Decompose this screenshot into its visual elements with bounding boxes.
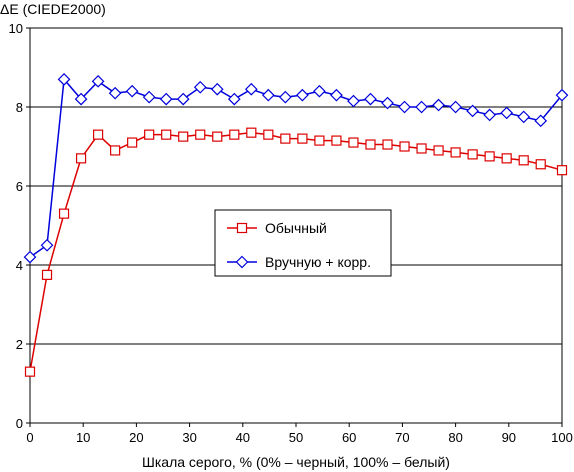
series-2 [23, 73, 569, 264]
x-tick-label: 40 [236, 430, 250, 445]
data-point [415, 100, 428, 114]
data-point [125, 84, 139, 98]
x-tick-label: 80 [448, 430, 462, 445]
legend-items: Обычный Вручную + корр. [227, 220, 371, 270]
y-tick-label: 6 [16, 179, 23, 194]
data-point [227, 92, 241, 106]
data-point [57, 73, 71, 86]
data-point [484, 151, 495, 162]
x-tick-label: 60 [342, 430, 356, 445]
data-point [556, 165, 568, 176]
data-point [127, 137, 138, 148]
data-point [500, 106, 514, 120]
data-point [449, 100, 462, 114]
data-point [483, 108, 496, 122]
data-point [534, 114, 548, 128]
y-tick-label: 4 [16, 258, 23, 273]
x-tick-label: 10 [76, 430, 90, 445]
data-point [347, 94, 360, 108]
data-point [399, 141, 410, 152]
data-point [178, 131, 189, 142]
data-point [142, 90, 156, 104]
data-point [330, 88, 343, 102]
data-point [210, 82, 224, 96]
data-point [280, 133, 291, 144]
data-point [246, 127, 257, 138]
data-point [364, 92, 377, 106]
data-point [24, 366, 36, 377]
data-point [212, 131, 223, 142]
data-point [279, 90, 292, 104]
data-point [517, 110, 531, 124]
data-point [110, 145, 121, 156]
data-point [161, 129, 172, 140]
series-layer [23, 73, 569, 377]
y-tick-label: 8 [16, 100, 23, 115]
data-point [144, 129, 155, 140]
y-axis-title: ΔE (CIEDE2000) [0, 1, 106, 17]
data-point [501, 153, 512, 164]
legend-marker [235, 255, 249, 269]
x-axis-ticks: 0 10 20 30 40 50 60 70 80 90 100 [26, 423, 573, 445]
data-point [23, 250, 37, 264]
x-tick-label: 20 [129, 430, 143, 445]
legend: Обычный Вручную + корр. [214, 209, 392, 277]
x-tick-label: 100 [551, 430, 573, 445]
x-tick-label: 90 [502, 430, 516, 445]
x-axis-title: Шкала серого, % (0% – черный, 100% – бел… [142, 454, 450, 470]
data-point [432, 98, 445, 112]
data-point [92, 129, 104, 140]
data-point [58, 208, 70, 219]
data-point [91, 74, 105, 88]
legend-item: Вручную + корр. [227, 254, 371, 270]
x-tick-label: 50 [289, 430, 303, 445]
data-point [108, 86, 122, 100]
x-tick-label: 70 [395, 430, 409, 445]
data-point [159, 92, 173, 106]
data-point [365, 139, 376, 150]
legend-label: Вручную + корр. [265, 254, 371, 270]
data-point [348, 137, 359, 148]
y-tick-label: 10 [9, 21, 23, 36]
y-axis-ticks: 0 2 4 6 8 10 [9, 21, 30, 431]
data-point [535, 159, 546, 170]
data-point [416, 143, 427, 154]
legend-label: Обычный [265, 220, 327, 236]
data-point [195, 129, 206, 140]
data-point [331, 135, 342, 146]
x-tick-label: 30 [182, 430, 196, 445]
x-tick-label: 0 [26, 430, 33, 445]
data-point [263, 129, 274, 140]
data-point [176, 92, 190, 106]
data-point [450, 147, 461, 158]
data-point [75, 153, 87, 164]
data-point [466, 104, 479, 118]
data-point [297, 133, 308, 144]
data-point [555, 88, 569, 102]
data-point [381, 96, 394, 110]
data-point [518, 155, 529, 166]
legend-item: Обычный [227, 220, 327, 236]
data-point [296, 88, 309, 102]
data-point [193, 80, 207, 94]
data-point [40, 238, 54, 252]
data-point [398, 100, 411, 114]
data-point [41, 269, 53, 280]
data-point [433, 145, 444, 156]
series-1 [24, 127, 568, 377]
y-tick-label: 2 [16, 337, 23, 352]
data-point [313, 84, 326, 98]
legend-marker [236, 222, 248, 234]
data-point [261, 88, 275, 102]
data-point [382, 139, 393, 150]
data-point [314, 135, 325, 146]
data-point [229, 129, 240, 140]
data-point [467, 149, 478, 160]
data-point [74, 92, 88, 106]
y-tick-label: 0 [16, 416, 23, 431]
data-point [244, 82, 258, 96]
